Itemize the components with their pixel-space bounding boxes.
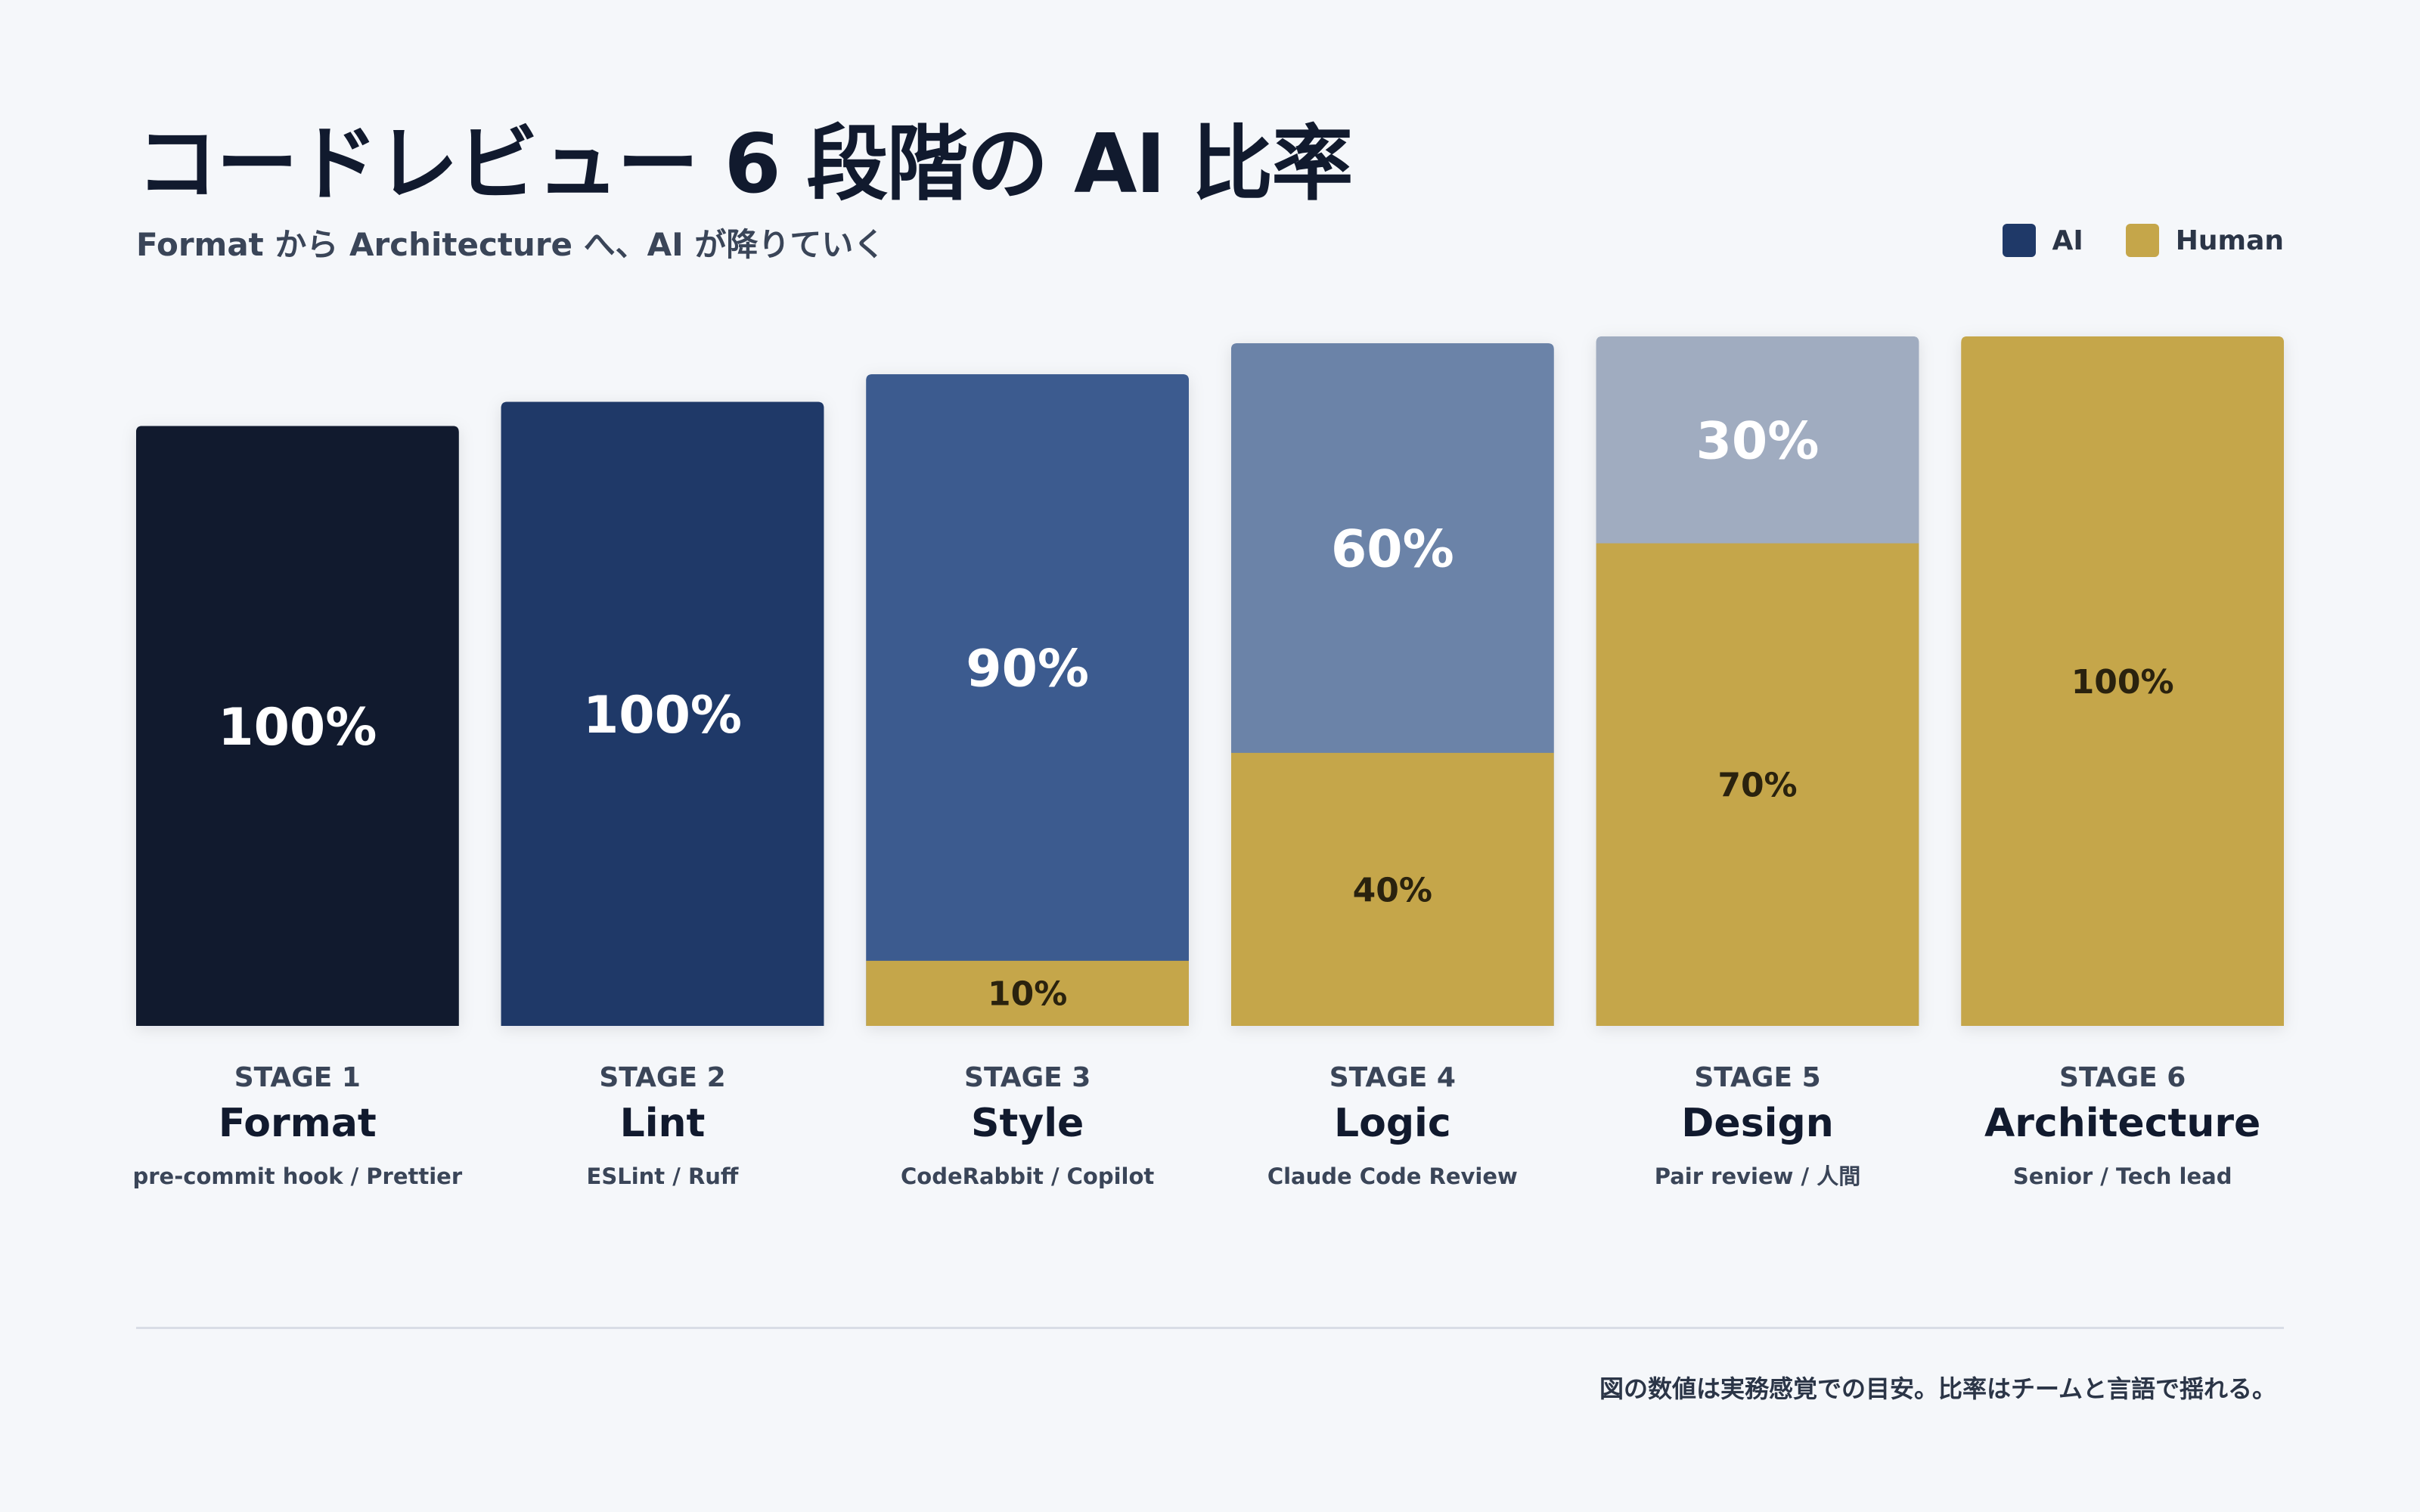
stage2-tools-label: ESLint / Ruff [587,1163,739,1189]
stage1-name-label: Format [219,1101,377,1146]
stage1-ai-value-label: 100% [218,698,377,758]
stage5-ai-value-label: 30% [1696,411,1820,471]
legend-item-human: Human [2125,224,2284,257]
footer-divider [136,1327,2284,1329]
legend: AI Human [2002,224,2284,257]
stage4-human-value-label: 40% [1353,871,1432,909]
stage5-tools-label: Pair review / 人間 [1655,1163,1860,1189]
stage1-stage-label: STAGE 1 [234,1062,361,1093]
stage5-stage-label: STAGE 5 [1694,1062,1820,1093]
stage3-human-value-label: 10% [988,975,1067,1014]
legend-item-ai: AI [2002,224,2083,257]
legend-swatch-ai [2002,224,2036,257]
stage6-name-label: Architecture [1984,1101,2260,1146]
chart-subtitle: Format から Architecture へ、AI が降りていく [136,226,886,263]
stage3-stage-label: STAGE 3 [964,1062,1091,1093]
stage3-tools-label: CodeRabbit / Copilot [901,1163,1154,1189]
legend-label-ai: AI [2052,225,2083,256]
stage6-human-value-label: 100% [2071,663,2174,702]
footnote: 図の数値は実務感覚での目安。比率はチームと言語で揺れる。 [1599,1374,2276,1403]
stacked-bar-chart: 100% STAGE 1 Format pre-commit hook / Prett… [133,336,2284,1189]
stage4-human-segment [1231,752,1554,1026]
stage3-human-segment [866,960,1189,1026]
stage4-ai-value-label: 60% [1331,519,1454,579]
stage3-ai-value-label: 90% [966,639,1089,699]
stage2-ai-segment [501,401,824,1026]
stage2-stage-label: STAGE 2 [599,1062,725,1093]
stage6-stage-label: STAGE 6 [2059,1062,2186,1093]
stage5-name-label: Design [1681,1101,1833,1146]
stage4-tools-label: Claude Code Review [1267,1163,1518,1189]
stage4-name-label: Logic [1334,1101,1451,1146]
stage3-name-label: Style [971,1101,1084,1146]
stage2-ai-value-label: 100% [583,686,742,745]
stage5-human-value-label: 70% [1717,767,1797,805]
stage1-tools-label: pre-commit hook / Prettier [133,1163,463,1189]
stage2-name-label: Lint [620,1101,706,1146]
stage4-stage-label: STAGE 4 [1329,1062,1456,1093]
stage5-human-segment [1596,543,1919,1026]
stage6-human-segment [1961,336,2284,1026]
legend-label-human: Human [2175,225,2284,256]
stage1-ai-segment [136,426,459,1026]
stage3-ai-segment [866,374,1189,961]
stage6-tools-label: Senior / Tech lead [2013,1163,2232,1189]
legend-swatch-human [2125,224,2159,257]
chart-title: コードレビュー 6 段階の AI 比率 [136,117,1353,212]
stage5-ai-segment [1596,336,1919,544]
stage4-ai-segment [1231,343,1554,753]
